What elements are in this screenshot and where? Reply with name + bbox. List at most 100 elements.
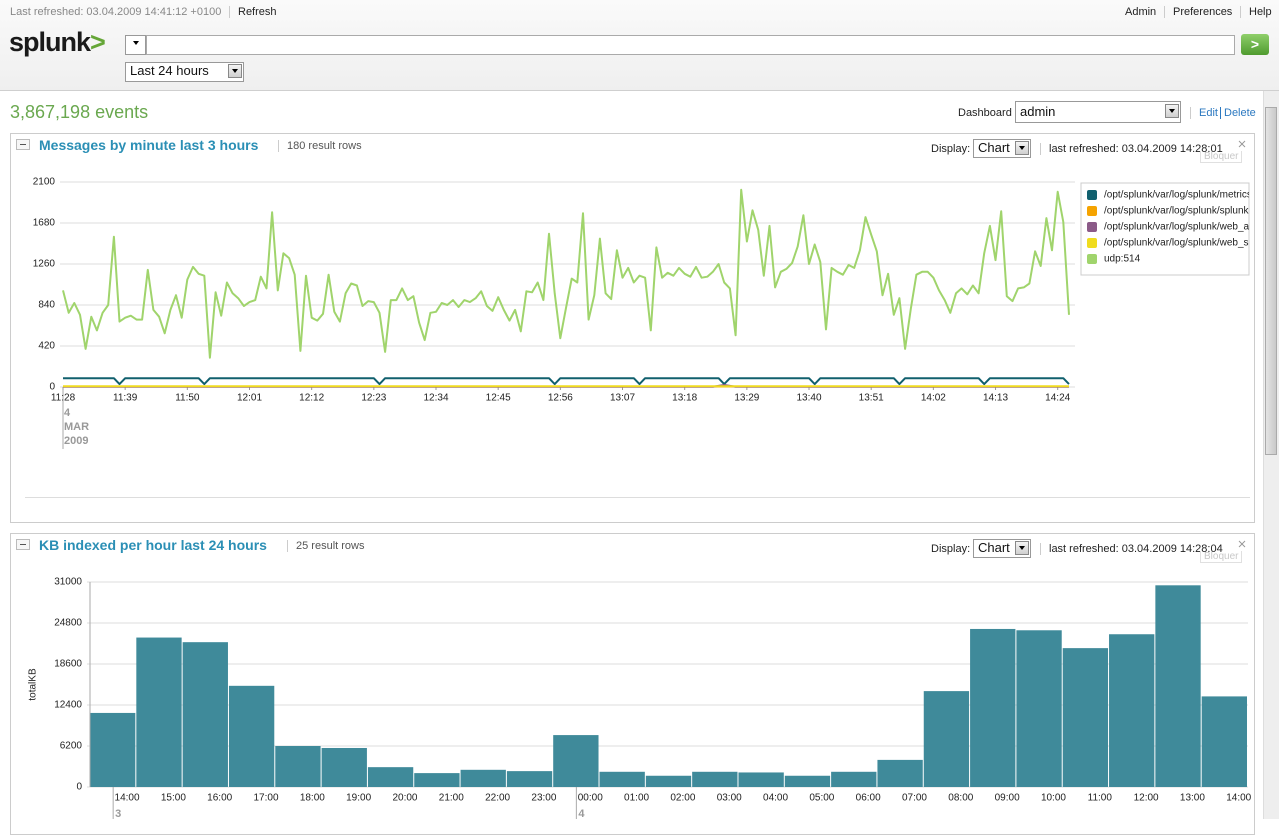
lock-label[interactable]: Bloquer xyxy=(1200,151,1243,163)
legend-label: /opt/splunk/var/log/splunk/web_s xyxy=(1104,238,1249,249)
bar xyxy=(738,772,784,787)
search-button[interactable]: > xyxy=(1241,34,1269,55)
collapse-button[interactable] xyxy=(16,539,30,550)
x-tick-label: 02:00 xyxy=(670,793,695,804)
x-tick-label: 13:51 xyxy=(859,393,884,404)
x-tick-label: 08:00 xyxy=(948,793,973,804)
x-tick-label: 14:13 xyxy=(983,393,1008,404)
bar xyxy=(831,771,877,787)
x-tick-label: 18:00 xyxy=(300,793,325,804)
search-type[interactable] xyxy=(125,35,146,55)
x-tick-label: 17:00 xyxy=(254,793,279,804)
x-tick-label: 12:56 xyxy=(548,393,573,404)
y-tick-label: 1680 xyxy=(33,218,56,229)
close-icon[interactable] xyxy=(1238,540,1246,548)
menu-preferences[interactable]: Preferences xyxy=(1164,6,1232,18)
bar xyxy=(1155,585,1201,787)
y-tick-label: 6200 xyxy=(60,741,83,752)
y-tick-label: 840 xyxy=(38,300,55,311)
bar xyxy=(645,775,692,787)
search-input[interactable] xyxy=(146,35,1235,55)
edit-link[interactable]: Edit xyxy=(1190,107,1218,119)
last-refreshed: Last refreshed: 03.04.2009 14:41:12 +010… xyxy=(10,6,222,18)
bar xyxy=(784,775,831,787)
logo: splunk> xyxy=(9,27,106,58)
x-tick-label: 00:00 xyxy=(578,793,603,804)
y-tick-label: 0 xyxy=(49,382,55,393)
date-label: 3 xyxy=(115,808,121,819)
bar xyxy=(275,746,321,787)
bar xyxy=(506,771,553,787)
menu-help[interactable]: Help xyxy=(1240,6,1272,18)
close-icon[interactable] xyxy=(1238,140,1246,148)
bar xyxy=(970,628,1016,787)
bar xyxy=(553,735,599,787)
x-tick-label: 11:50 xyxy=(175,393,200,404)
x-tick-label: 13:40 xyxy=(797,393,822,404)
time-range-select[interactable]: Last 24 hours xyxy=(125,62,244,82)
x-tick-label: 07:00 xyxy=(902,793,927,804)
legend-label: /opt/splunk/var/log/splunk/web_a xyxy=(1104,222,1250,233)
logo-text: splunk xyxy=(9,27,91,57)
x-tick-label: 13:07 xyxy=(610,393,635,404)
bar xyxy=(923,691,970,787)
bar xyxy=(367,767,414,787)
bar xyxy=(1016,630,1062,787)
bar xyxy=(321,747,367,787)
x-tick-label: 12:01 xyxy=(237,393,262,404)
x-tick-label: 09:00 xyxy=(995,793,1020,804)
collapse-button[interactable] xyxy=(16,139,30,150)
menu-admin[interactable]: Admin xyxy=(1125,6,1157,18)
panel-divider xyxy=(25,497,1250,498)
x-tick-label: 14:00 xyxy=(1226,793,1251,804)
x-tick-label: 03:00 xyxy=(717,793,742,804)
legend-label: /opt/splunk/var/log/splunk/splunk xyxy=(1104,206,1250,217)
x-tick-label: 11:39 xyxy=(113,393,138,404)
y-tick-label: 0 xyxy=(76,782,82,793)
x-tick-label: 01:00 xyxy=(624,793,649,804)
x-tick-label: 23:00 xyxy=(531,793,556,804)
bar xyxy=(1109,634,1155,787)
time-range: Last 24 hours xyxy=(130,63,209,78)
bar xyxy=(182,642,228,787)
x-tick-label: 19:00 xyxy=(346,793,371,804)
scrollbar-thumb[interactable] xyxy=(1265,107,1277,455)
x-tick-label: 12:45 xyxy=(486,393,511,404)
bar xyxy=(1201,696,1247,787)
dashboard-selected: admin xyxy=(1020,104,1056,119)
bar xyxy=(136,637,182,787)
dashboard-label: Dashboard xyxy=(958,107,1012,119)
dropdown-arrow xyxy=(228,64,242,78)
x-tick-label: 04:00 xyxy=(763,793,788,804)
legend-swatch xyxy=(1087,238,1097,248)
y-tick-label: 31000 xyxy=(54,577,82,588)
x-tick-label: 14:00 xyxy=(115,793,140,804)
y-tick-label: 18600 xyxy=(54,659,82,670)
delete-link[interactable]: Delete xyxy=(1220,107,1256,119)
x-tick-label: 16:00 xyxy=(207,793,232,804)
dropdown-arrow xyxy=(1015,141,1029,155)
legend-swatch xyxy=(1087,206,1097,216)
bar xyxy=(599,771,645,787)
bar xyxy=(414,773,460,787)
x-tick-label: 12:00 xyxy=(1134,793,1159,804)
lock-label[interactable]: Bloquer xyxy=(1200,551,1243,563)
dashboard-select[interactable]: admin xyxy=(1015,101,1181,123)
charts: 0 420 840 1260 1680 2100 11:28 11:39 11:50 12:01 1… xyxy=(28,140,1252,819)
x-tick-label: 12:12 xyxy=(299,393,324,404)
x-tick-label: 05:00 xyxy=(809,793,834,804)
date-label: 2009 xyxy=(64,435,88,447)
event-count: 3,867,198 events xyxy=(10,102,149,122)
panel-title: Messages by minute last 3 hours xyxy=(39,137,259,153)
series-line xyxy=(62,188,1070,359)
display-select[interactable]: Chart xyxy=(973,139,1031,158)
bar xyxy=(1062,648,1109,787)
dropdown-arrow xyxy=(130,37,144,51)
logo-mark: > xyxy=(90,27,106,57)
bar xyxy=(460,769,506,787)
display-select[interactable]: Chart xyxy=(973,539,1031,558)
x-tick-label: 06:00 xyxy=(856,793,881,804)
x-tick-label: 21:00 xyxy=(439,793,464,804)
y-tick-label: 420 xyxy=(38,341,55,352)
refresh-link[interactable]: Refresh xyxy=(229,6,277,18)
